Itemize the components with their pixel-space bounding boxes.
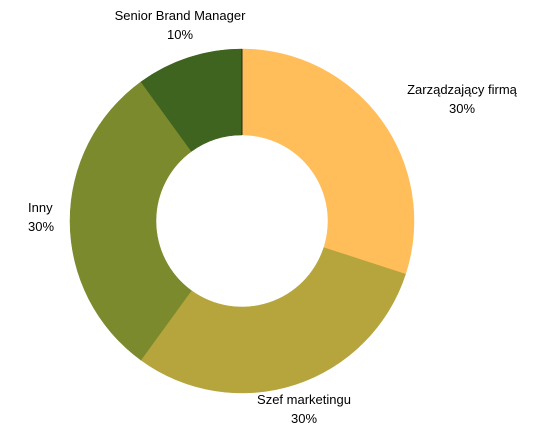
slice-value-label: 30% [291,411,317,426]
slice-label: Szef marketingu [257,392,351,407]
slice-labels: Zarządzający firmą 30% Szef marketingu 30% I… [28,8,518,426]
slice-inny [69,81,192,361]
slice-label: Zarządzający firmą [407,82,518,97]
slice-zarządzający-firmą [241,48,415,275]
slice-szef-marketingu [140,247,406,394]
slice-value-label: 10% [167,27,193,42]
slices [69,48,415,394]
slice-label: Inny [28,200,53,215]
slice-label: Senior Brand Manager [115,8,246,23]
slice-value-label: 30% [28,219,54,234]
slice-value-label: 30% [449,101,475,116]
